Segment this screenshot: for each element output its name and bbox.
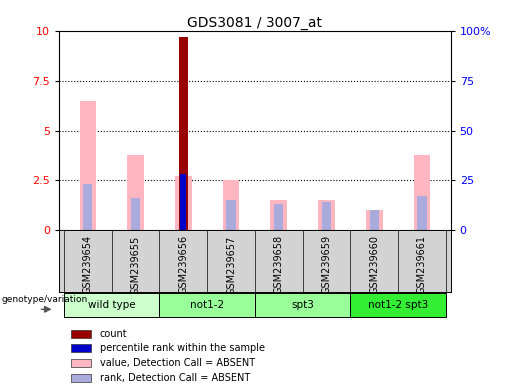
Bar [270, 200, 287, 230]
FancyBboxPatch shape [64, 293, 160, 317]
Bar [71, 374, 91, 382]
Bar [180, 174, 186, 230]
Title: GDS3081 / 3007_at: GDS3081 / 3007_at [187, 16, 322, 30]
Text: GSM239655: GSM239655 [131, 235, 141, 295]
Text: GSM239661: GSM239661 [417, 235, 427, 294]
Bar [71, 329, 91, 338]
FancyBboxPatch shape [350, 293, 446, 317]
Text: percentile rank within the sample: percentile rank within the sample [100, 343, 265, 353]
Bar [227, 200, 236, 230]
Bar [79, 101, 96, 230]
Bar [318, 200, 335, 230]
Text: GSM239656: GSM239656 [178, 235, 188, 295]
Text: genotype/variation: genotype/variation [1, 295, 88, 305]
Text: GSM239660: GSM239660 [369, 235, 379, 294]
Text: GSM239659: GSM239659 [321, 235, 332, 295]
Text: GSM239658: GSM239658 [274, 235, 284, 295]
Text: rank, Detection Call = ABSENT: rank, Detection Call = ABSENT [100, 373, 250, 383]
Bar [414, 154, 431, 230]
Bar [83, 184, 93, 230]
FancyBboxPatch shape [160, 293, 255, 317]
Bar [131, 199, 140, 230]
Bar [222, 180, 239, 230]
Bar [179, 174, 188, 230]
Bar [366, 210, 383, 230]
Bar [370, 210, 379, 230]
Bar [71, 344, 91, 353]
Text: spt3: spt3 [291, 300, 314, 310]
Bar [179, 37, 187, 230]
FancyBboxPatch shape [255, 293, 350, 317]
Bar [71, 359, 91, 367]
Text: count: count [100, 329, 127, 339]
Text: GSM239654: GSM239654 [83, 235, 93, 295]
Bar [274, 204, 283, 230]
Bar [322, 202, 331, 230]
Text: not1-2: not1-2 [190, 300, 224, 310]
Bar [127, 154, 144, 230]
Text: value, Detection Call = ABSENT: value, Detection Call = ABSENT [100, 358, 255, 368]
Bar [175, 177, 192, 230]
Bar [417, 197, 426, 230]
Text: not1-2 spt3: not1-2 spt3 [368, 300, 428, 310]
Text: GSM239657: GSM239657 [226, 235, 236, 295]
Text: wild type: wild type [88, 300, 135, 310]
